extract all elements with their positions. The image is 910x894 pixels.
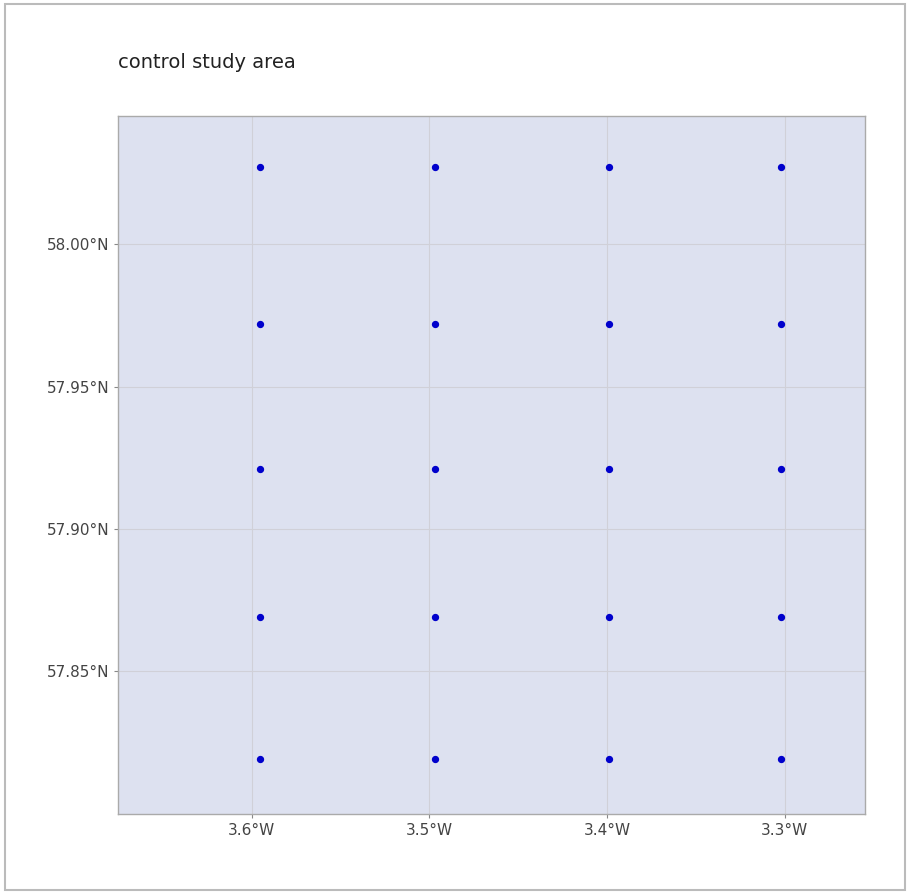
Point bbox=[602, 610, 616, 624]
Point bbox=[428, 160, 442, 174]
Point bbox=[428, 462, 442, 477]
Point bbox=[428, 610, 442, 624]
Point bbox=[602, 160, 616, 174]
Point bbox=[428, 753, 442, 767]
Text: control study area: control study area bbox=[118, 53, 296, 72]
Point bbox=[774, 462, 788, 477]
Point bbox=[253, 610, 268, 624]
Point bbox=[602, 753, 616, 767]
Point bbox=[774, 753, 788, 767]
Point bbox=[774, 316, 788, 331]
Point bbox=[253, 462, 268, 477]
Point bbox=[253, 753, 268, 767]
Point bbox=[602, 316, 616, 331]
Point bbox=[253, 160, 268, 174]
Point bbox=[774, 610, 788, 624]
Point bbox=[602, 462, 616, 477]
Point bbox=[428, 316, 442, 331]
Point bbox=[774, 160, 788, 174]
Point bbox=[253, 316, 268, 331]
